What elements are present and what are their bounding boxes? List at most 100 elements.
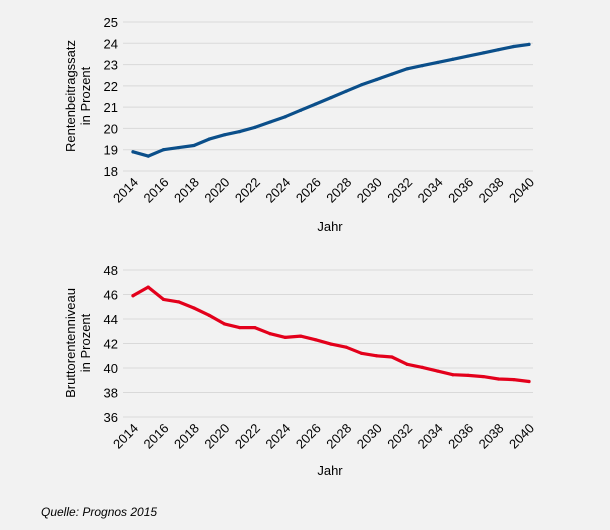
x-tick-label: 2030: [354, 175, 385, 206]
data-point: [131, 294, 135, 298]
x-tick-label: 2040: [506, 175, 537, 206]
data-point: [375, 354, 379, 358]
y-axis-title-line: Bruttorentenniveau: [63, 288, 78, 398]
data-point: [298, 108, 303, 112]
data-point: [207, 313, 211, 317]
data-point: [436, 60, 440, 65]
x-tick-label: 2022: [232, 175, 263, 206]
x-tick-label: 2030: [354, 421, 385, 452]
data-point: [192, 306, 196, 310]
data-point: [283, 115, 287, 119]
data-point: [359, 83, 364, 87]
data-point: [496, 48, 501, 52]
x-tick-label: 2032: [384, 175, 415, 206]
series-line-rentenbeitragssatz: [131, 42, 531, 158]
x-tick-label: 2028: [323, 421, 354, 452]
y-axis-title-line: Rentenbeitragssatz: [63, 40, 78, 152]
y-tick-label: 23: [104, 58, 118, 73]
y-tick-label: 48: [104, 263, 118, 278]
y-tick-label: 25: [104, 15, 118, 30]
x-tick-label: 2032: [384, 421, 415, 452]
y-tick-label: 21: [104, 100, 118, 115]
data-point: [344, 89, 348, 93]
x-tick-label: 2014: [110, 175, 141, 206]
x-tick-label: 2026: [293, 175, 324, 206]
data-point: [329, 95, 333, 100]
y-axis-title: Rentenbeitragssatzin Prozent: [63, 40, 93, 152]
chart-rentenbeitragssatz: 18 19 20 21 22 23 24 25 2014 2016 2018 2020 2022 2024…: [63, 15, 537, 234]
data-point: [314, 102, 318, 106]
data-point: [359, 351, 364, 355]
data-point: [512, 44, 516, 49]
y-tick-label: 42: [104, 337, 118, 352]
y-axis-title-line: in Prozent: [78, 66, 93, 125]
x-tick-label: 2020: [201, 175, 232, 206]
data-point: [496, 377, 501, 381]
series-line-bruttorentenniveau: [131, 285, 531, 384]
data-point: [268, 120, 272, 124]
y-tick-label: 22: [104, 79, 118, 94]
data-point: [146, 285, 150, 289]
y-tick-label: 38: [104, 386, 118, 401]
x-tick-label: 2016: [141, 175, 172, 206]
data-point: [253, 125, 257, 129]
data-point: [222, 322, 226, 326]
data-point: [344, 345, 348, 349]
data-point: [253, 325, 257, 330]
x-tick-label: 2038: [476, 421, 507, 452]
data-point: [375, 77, 379, 82]
x-tick-label: 2036: [445, 421, 476, 452]
x-tick-label: 2038: [476, 175, 507, 206]
x-tick-label: 2014: [110, 421, 141, 452]
data-point: [420, 64, 424, 68]
x-tick-label: 2018: [171, 421, 202, 452]
data-point: [298, 334, 303, 338]
data-point: [177, 300, 181, 304]
data-point: [329, 342, 333, 346]
data-point: [451, 373, 455, 377]
data-point: [527, 379, 531, 384]
y-axis-title-line: in Prozent: [78, 313, 93, 372]
x-tick-label: 2024: [262, 421, 293, 452]
data-point: [146, 154, 150, 158]
data-point: [192, 143, 196, 148]
data-point: [527, 42, 531, 46]
data-point: [390, 72, 394, 76]
data-point: [436, 369, 440, 373]
data-point: [177, 145, 181, 150]
data-point: [314, 338, 318, 342]
x-tick-label: 2036: [445, 175, 476, 206]
data-point: [481, 374, 485, 379]
data-point: [131, 150, 135, 154]
x-tick-label: 2034: [415, 421, 446, 452]
x-tick-label: 2040: [506, 421, 537, 452]
x-tick-label: 2028: [323, 175, 354, 206]
data-point: [390, 355, 394, 359]
y-tick-label: 36: [104, 410, 118, 425]
data-point: [512, 378, 516, 382]
y-tick-label: 44: [104, 312, 118, 327]
data-point: [466, 373, 470, 377]
data-point: [161, 148, 166, 152]
y-axis-title: Bruttorentenniveauin Prozent: [63, 288, 93, 398]
x-tick-label: 2034: [415, 175, 446, 206]
y-tick-label: 40: [104, 361, 118, 376]
x-tick-label: 2016: [141, 421, 172, 452]
data-point: [481, 51, 485, 55]
data-point: [238, 325, 242, 330]
data-point: [207, 137, 211, 141]
y-tick-label: 19: [104, 143, 118, 158]
data-point: [283, 335, 287, 339]
data-point: [268, 332, 272, 336]
y-tick-label: 18: [104, 164, 118, 179]
x-axis-title: Jahr: [317, 219, 343, 234]
data-point: [238, 130, 242, 134]
data-point: [222, 133, 226, 137]
data-point: [161, 297, 166, 301]
x-tick-label: 2024: [262, 175, 293, 206]
x-tick-label: 2018: [171, 175, 202, 206]
x-tick-label: 2020: [201, 421, 232, 452]
x-axis-title: Jahr: [317, 463, 343, 478]
